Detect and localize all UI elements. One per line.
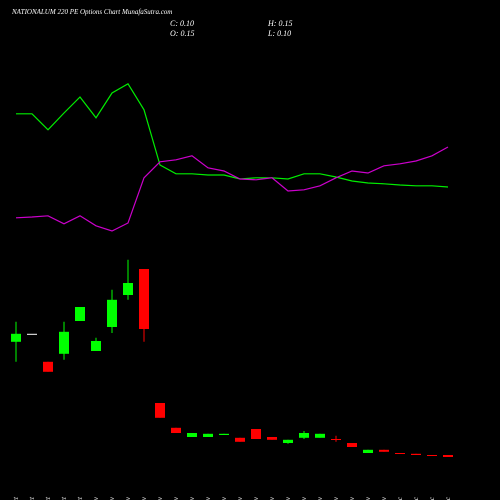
candle-body: [443, 455, 453, 457]
candle-body: [347, 443, 357, 447]
candle-body: [235, 437, 245, 442]
candle-body: [171, 427, 181, 433]
x-tick-label: 24 Nov: [316, 496, 324, 500]
x-tick-label: 19 Nov: [268, 496, 276, 500]
x-tick-label: 02 Dec: [412, 496, 420, 500]
x-tick-label: 04 Dec: [444, 496, 452, 500]
indicator-line: [16, 82, 449, 188]
info-low: L: 0.10: [267, 29, 291, 38]
x-tick-label: 28 Oct: [28, 496, 36, 500]
x-tick-label: 03 Dec: [428, 496, 436, 500]
candle-body: [315, 433, 325, 438]
candle-body: [219, 433, 229, 435]
candle-body: [107, 299, 117, 327]
x-tick-label: 14 Nov: [220, 496, 228, 500]
candle-body: [267, 437, 277, 440]
x-tick-label: 12 Nov: [188, 496, 196, 500]
x-tick-label: 27 Nov: [364, 496, 372, 500]
x-tick-label: 01 Dec: [396, 496, 404, 500]
candle-body: [75, 307, 85, 321]
x-tick-label: 18 Nov: [252, 496, 260, 500]
candle-body: [363, 449, 373, 453]
info-close: C: 0.10: [170, 19, 194, 28]
x-tick-label: 25 Nov: [332, 496, 340, 500]
candle-body: [123, 283, 133, 295]
x-tick-label: 17 Nov: [236, 496, 244, 500]
x-tick-label: 10 Nov: [156, 496, 164, 500]
indicator-line: [15, 146, 449, 232]
info-open: O: 0.15: [170, 29, 194, 38]
x-tick-label: 13 Nov: [204, 496, 212, 500]
candle-body: [155, 403, 165, 418]
candle-body: [427, 455, 437, 456]
x-tick-label: 21 Nov: [300, 496, 308, 500]
candle-body: [299, 433, 309, 438]
candle-body: [395, 453, 405, 454]
candle-body: [59, 331, 69, 354]
x-tick-label: 26 Nov: [348, 496, 356, 500]
candle-body: [91, 341, 101, 351]
info-high: H: 0.15: [267, 19, 292, 28]
x-tick-label: 04 Nov: [108, 496, 116, 500]
x-tick-label: 29 Oct: [44, 496, 52, 500]
candle-body: [27, 333, 37, 335]
candle-body: [411, 453, 421, 455]
x-tick-label: 07 Nov: [140, 496, 148, 500]
x-tick-label: 11 Nov: [172, 496, 180, 500]
candle-body: [331, 439, 341, 440]
candle-body: [11, 333, 21, 342]
x-tick-label: 31 Oct: [76, 496, 84, 500]
x-tick-label: 20 Nov: [284, 496, 292, 500]
candle-body: [187, 433, 197, 437]
x-tick-label: 27 Oct: [12, 496, 20, 500]
candle-body: [139, 269, 149, 329]
chart-title: NATIONALUM 220 PE Options Chart MunafaSu…: [11, 8, 172, 16]
candle-body: [251, 429, 261, 439]
candle-body: [379, 449, 389, 452]
candle-body: [43, 361, 53, 372]
x-tick-label: 06 Nov: [124, 496, 132, 500]
x-tick-label: 28 Nov: [380, 496, 388, 500]
x-tick-label: 30 Oct: [60, 496, 68, 500]
candle-body: [283, 439, 293, 443]
x-tick-label: 03 Nov: [92, 496, 100, 500]
candle-body: [203, 433, 213, 437]
